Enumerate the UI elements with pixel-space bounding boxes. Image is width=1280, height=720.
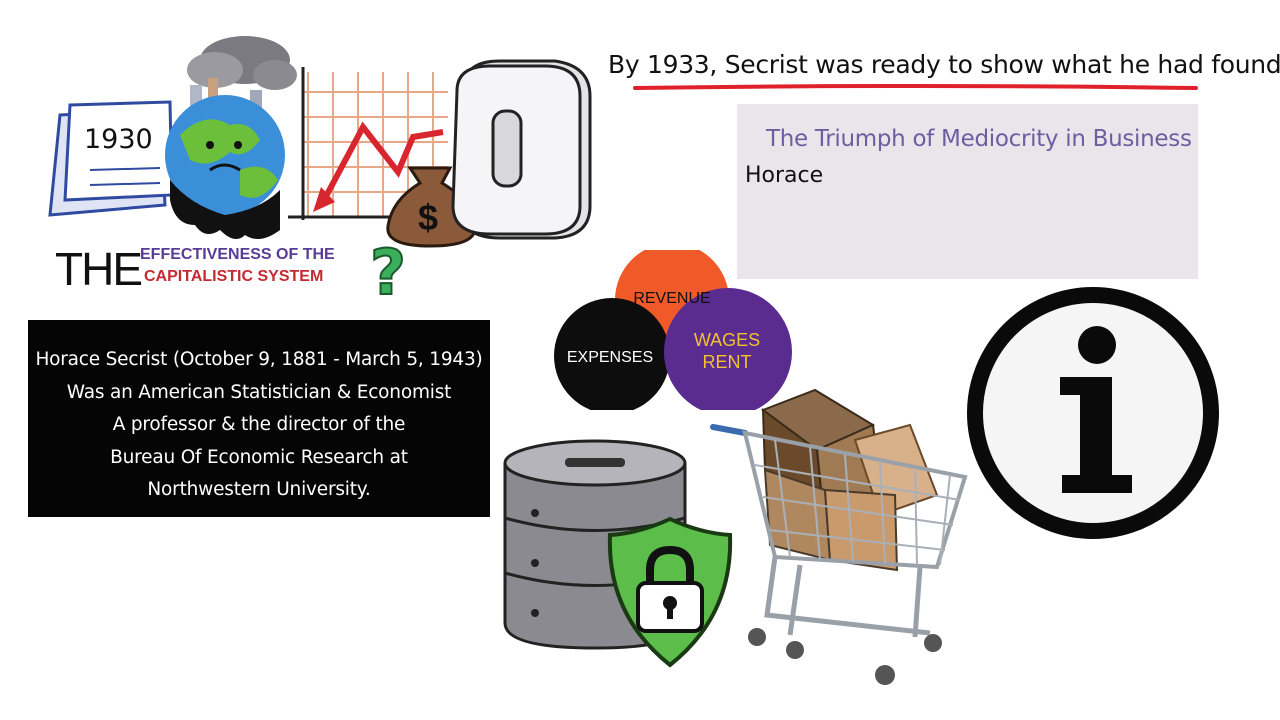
effectiveness-line-2: CAPITALISTIC SYSTEM — [144, 268, 324, 285]
calendar-year: 1930 — [84, 124, 153, 155]
bio-line: Northwestern University. — [147, 479, 371, 500]
bio-line: Horace Secrist (October 9, 1881 - March … — [35, 349, 483, 370]
dollar-sign: $ — [418, 197, 438, 238]
info-icon — [967, 287, 1219, 539]
zero-block-icon — [451, 59, 592, 240]
shopping-cart-icon — [710, 388, 968, 685]
effectiveness-line-1: EFFECTIVENESS OF THE — [140, 246, 335, 263]
bio-line: Bureau Of Economic Research at — [110, 446, 408, 468]
venn-expenses-circle — [554, 298, 670, 410]
book-card — [737, 104, 1198, 279]
venn-wages-label: WAGES — [693, 330, 761, 350]
bio-line: Was an American Statistician & Economist — [66, 381, 452, 403]
padlock-shield-icon — [607, 516, 733, 668]
book-title: The Triumph of Mediocrity in Business — [766, 126, 1192, 152]
earth-icon — [165, 36, 297, 239]
venn-revenue-label: REVENUE — [633, 290, 711, 307]
venn-diagram — [554, 250, 792, 410]
bio-line: A professor & the director of the — [112, 414, 406, 435]
bio-text: Horace Secrist (October 9, 1881 - March … — [28, 344, 490, 507]
the-word: THE — [55, 243, 143, 295]
venn-expenses-label: EXPENSES — [566, 349, 654, 366]
venn-rent-label: RENT — [702, 352, 752, 372]
book-author: Horace — [745, 163, 824, 188]
headline-underline — [633, 84, 1198, 90]
bio-box — [28, 320, 490, 517]
question-mark-icon: ? — [369, 235, 407, 310]
headline: By 1933, Secrist was ready to show what … — [608, 50, 1280, 79]
venn-wages-circle — [664, 288, 792, 410]
calendar-icon — [48, 100, 174, 217]
